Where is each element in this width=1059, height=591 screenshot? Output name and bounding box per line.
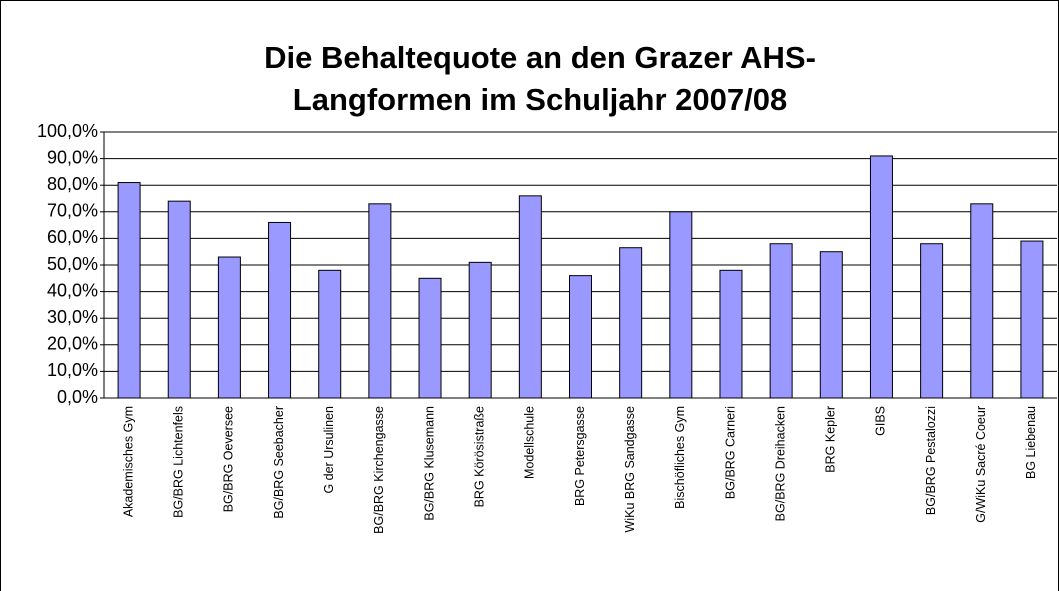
x-tick-label: GIBS [874,406,888,436]
bar [167,200,191,399]
x-tick-label: BG/BRG Oeversee [222,406,236,512]
x-tick-label: BRG Körösistraße [472,406,486,507]
x-tick-label: Akademisches Gym [121,406,135,517]
x-tick-label: BG Liebenau [1024,406,1038,479]
x-tick-label: BG/BRG Lichtenfels [172,406,186,518]
bar [920,243,944,399]
y-tick-label: 80,0% [47,174,98,194]
bar [669,211,693,399]
x-tick-label: BRG Petersgasse [573,406,587,506]
bar [1020,240,1044,399]
bar [518,195,542,399]
chart-title: Die Behaltequote an den Grazer AHS- [264,40,816,75]
bar [117,182,141,399]
x-tick-label: BG/BRG Dreihacken [773,406,787,521]
y-tick-label: 100,0% [37,121,98,141]
y-tick-label: 90,0% [47,147,98,167]
bar [719,269,743,399]
bar [819,251,843,399]
x-tick-label: BG/BRG Klusemann [422,406,436,521]
bar [869,155,893,399]
bar [217,256,241,399]
y-tick-label: 60,0% [47,227,98,247]
bar [970,203,994,399]
bar [268,221,292,399]
x-tick-label: BG/BRG Carneri [723,406,737,499]
x-tick-label: BG/BRG Kirchengasse [372,406,386,534]
bar [418,277,442,399]
y-tick-label: 30,0% [47,307,98,327]
bar [769,243,793,399]
y-tick-label: 0,0% [57,387,98,407]
x-tick-label: BRG Kepler [824,406,838,473]
x-tick-label: G der Ursulinen [322,406,336,494]
bar [619,247,643,399]
x-tick-label: G/WiKu Sacré Coeur [974,406,988,523]
y-tick-label: 20,0% [47,334,98,354]
bar [368,203,392,399]
chart-title: Langformen im Schuljahr 2007/08 [293,82,787,117]
bar [569,275,592,399]
y-tick-label: 10,0% [47,360,98,380]
x-tick-label: WiKu BRG Sandgasse [623,406,637,532]
bar [468,261,492,399]
x-tick-label: BG/BRG Seebacher [272,406,286,519]
bar [318,269,342,399]
x-tick-label: Modellschule [523,406,537,479]
y-tick-label: 70,0% [47,201,98,221]
y-tick-label: 50,0% [47,254,98,274]
x-tick-label: BG/BRG Pestalozzi [924,406,938,515]
y-tick-label: 40,0% [47,280,98,300]
x-tick-label: Bischöfliches Gym [673,406,687,509]
